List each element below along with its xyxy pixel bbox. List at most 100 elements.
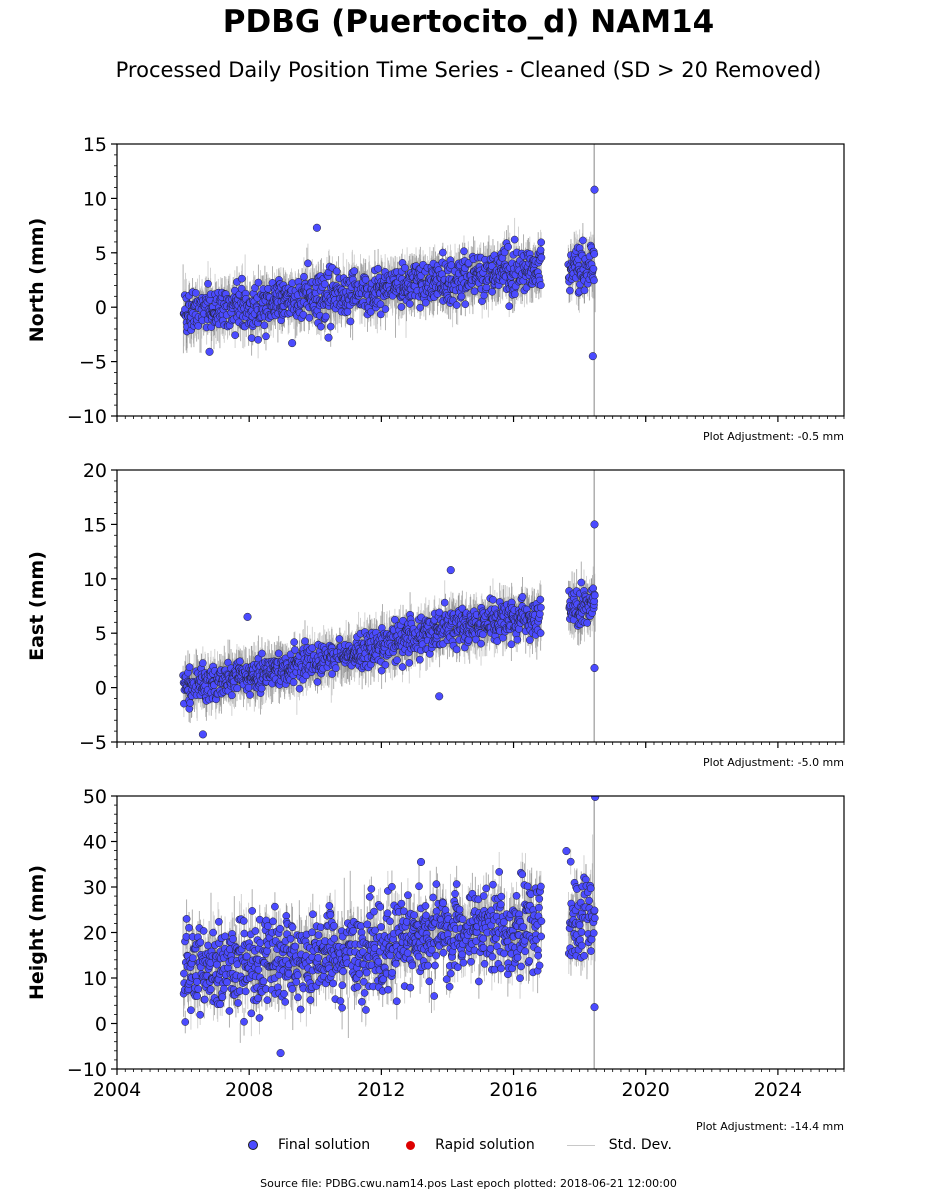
- data-point: [464, 636, 473, 644]
- data-point: [305, 313, 314, 322]
- data-point: [185, 663, 194, 672]
- data-point: [452, 301, 461, 309]
- y-tick-label: 15: [83, 134, 107, 156]
- data-point: [537, 253, 546, 262]
- data-point: [381, 660, 390, 669]
- data-point: [500, 248, 509, 257]
- data-point: [397, 303, 406, 311]
- data-point: [381, 305, 390, 313]
- data-point: [470, 287, 479, 296]
- data-point: [317, 322, 325, 331]
- data-point-outlier: [588, 352, 597, 361]
- data-point: [590, 250, 599, 258]
- data-point: [507, 640, 516, 649]
- data-point: [361, 275, 370, 284]
- data-point: [204, 279, 212, 288]
- data-point: [246, 691, 254, 699]
- data-point: [258, 649, 266, 658]
- data-point: [274, 649, 283, 658]
- data-point: [376, 300, 385, 309]
- data-point: [326, 322, 335, 331]
- y-tick-label: 10: [83, 188, 107, 210]
- data-point: [374, 264, 382, 273]
- data-point: [291, 646, 299, 654]
- data-point: [537, 281, 545, 290]
- data-point: [438, 248, 447, 257]
- data-point: [321, 312, 330, 321]
- data-point: [227, 691, 236, 700]
- data-point: [566, 286, 574, 295]
- data-point-outlier: [288, 339, 297, 348]
- chart-title: PDBG (Puertocito_d) NAM14: [222, 4, 715, 40]
- final-solution-points: [179, 185, 599, 361]
- data-point: [536, 595, 545, 604]
- data-point: [535, 610, 544, 618]
- data-point: [401, 263, 409, 272]
- data-point: [262, 332, 270, 341]
- data-point: [393, 656, 401, 665]
- data-point: [289, 678, 298, 687]
- data-point: [405, 300, 414, 308]
- data-point: [398, 663, 407, 671]
- data-point: [472, 635, 480, 644]
- data-point: [304, 259, 312, 268]
- data-point: [536, 629, 545, 637]
- data-point: [579, 236, 587, 245]
- data-point: [247, 334, 256, 342]
- data-point: [366, 307, 375, 316]
- data-point: [332, 267, 341, 276]
- data-point: [536, 246, 545, 254]
- data-point: [308, 644, 317, 652]
- data-point: [415, 655, 424, 664]
- y-tick-label: 5: [95, 243, 107, 265]
- data-point: [377, 666, 386, 675]
- data-point: [504, 242, 512, 251]
- data-point: [237, 284, 246, 293]
- data-point: [191, 289, 200, 297]
- plot-adjustment-note: Plot Adjustment: -0.5 mm: [703, 430, 844, 443]
- data-point: [350, 267, 359, 275]
- data-point: [590, 276, 598, 285]
- data-point: [376, 310, 385, 319]
- data-point: [299, 310, 308, 319]
- data-point: [254, 278, 263, 287]
- data-point: [537, 238, 546, 247]
- final-solution-points: [179, 520, 599, 739]
- data-point: [505, 302, 514, 311]
- data-point: [461, 300, 470, 309]
- y-axis-label: North (mm): [26, 218, 48, 343]
- data-point: [290, 638, 298, 646]
- data-point: [580, 286, 589, 295]
- data-point: [479, 630, 487, 639]
- data-point: [421, 298, 430, 307]
- data-point: [488, 287, 496, 296]
- data-point: [186, 699, 194, 707]
- data-point: [440, 598, 449, 607]
- data-point-outlier: [312, 223, 321, 232]
- data-point: [525, 636, 534, 644]
- data-point: [332, 664, 340, 673]
- data-point: [518, 592, 527, 601]
- data-point: [416, 303, 424, 312]
- data-point: [457, 292, 466, 301]
- data-point: [244, 683, 253, 692]
- data-point: [493, 637, 502, 646]
- data-point: [313, 678, 322, 686]
- data-point: [488, 262, 496, 270]
- data-point: [343, 307, 352, 316]
- data-point: [537, 603, 545, 612]
- data-point: [477, 639, 485, 648]
- data-point: [251, 284, 259, 292]
- data-point: [199, 659, 207, 667]
- data-point: [513, 635, 522, 644]
- data-point: [320, 280, 329, 289]
- data-point-outlier: [205, 347, 214, 356]
- data-point-outlier: [324, 333, 333, 342]
- data-point-outlier: [590, 185, 599, 194]
- data-point: [510, 235, 519, 244]
- data-point: [231, 331, 239, 340]
- data-point: [300, 272, 308, 281]
- data-point: [288, 279, 297, 287]
